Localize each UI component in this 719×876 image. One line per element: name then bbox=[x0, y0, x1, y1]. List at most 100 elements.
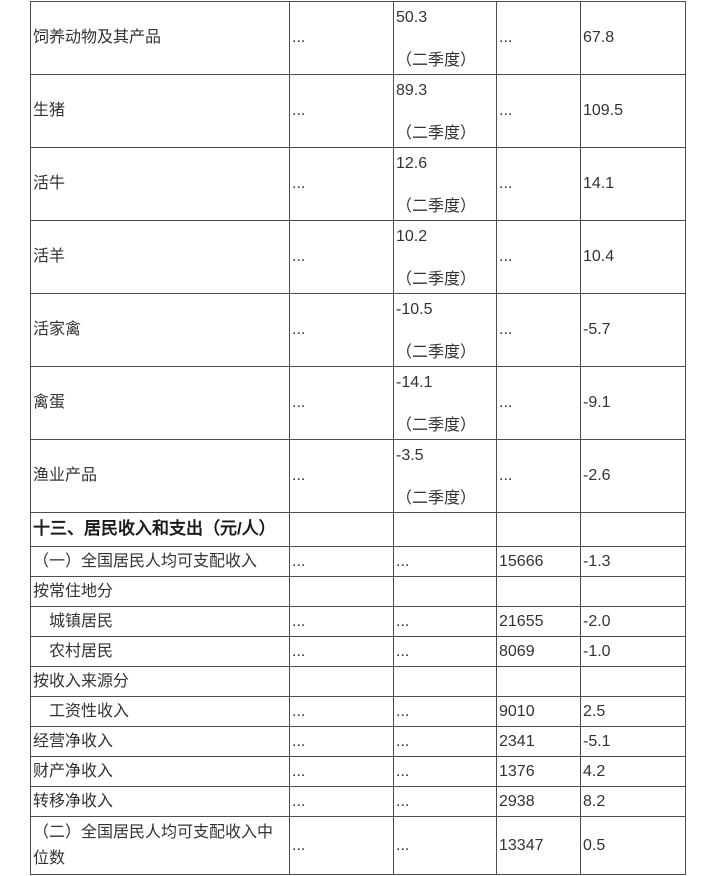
value-cell-col4: ... bbox=[496, 293, 581, 367]
table-row: 活家禽... -10.5 （二季度）... -5.7 bbox=[30, 293, 686, 367]
value-cell-col2: ... bbox=[289, 366, 394, 440]
value-cell-col5: 109.5 bbox=[580, 74, 686, 148]
value-cell-col5: 2.5 bbox=[580, 696, 686, 727]
value-cell-col3: ... bbox=[393, 726, 497, 757]
table-row: 十三、居民收入和支出（元/人） bbox=[30, 512, 686, 547]
quarter-value: 50.3 bbox=[396, 9, 428, 26]
section-title-cell: 十三、居民收入和支出（元/人） bbox=[30, 512, 290, 547]
indicator-label-cell: 转移净收入 bbox=[30, 786, 290, 817]
value-cell-col4: ... bbox=[496, 74, 581, 148]
value-cell-col3: -10.5 （二季度） bbox=[393, 293, 497, 367]
quarter-note: （二季度） bbox=[396, 416, 477, 434]
quarter-note: （二季度） bbox=[396, 124, 477, 142]
value-cell-col2: ... bbox=[289, 606, 394, 637]
quarter-note: （二季度） bbox=[396, 270, 477, 288]
value-cell-col5: -1.3 bbox=[580, 546, 686, 577]
value-cell-col2: ... bbox=[289, 786, 394, 817]
value-cell-col4: ... bbox=[496, 439, 581, 513]
table-row: 工资性收入...... 9010 2.5 bbox=[30, 696, 686, 727]
table-row: 生猪... 89.3 （二季度）... 109.5 bbox=[30, 74, 686, 148]
indicator-label-cell: 活牛 bbox=[30, 147, 290, 221]
quarter-value: -14.1 bbox=[396, 374, 433, 391]
value-cell-col2: ... bbox=[289, 74, 394, 148]
value-cell-col2: ... bbox=[289, 756, 394, 787]
value-cell-col4: 13347 bbox=[496, 816, 581, 875]
value-cell-col5: 8.2 bbox=[580, 786, 686, 817]
table-row: 转移净收入...... 2938 8.2 bbox=[30, 786, 686, 817]
value-cell-col5: 10.4 bbox=[580, 220, 686, 294]
value-cell-col2 bbox=[289, 666, 394, 697]
value-cell-col4: 8069 bbox=[496, 636, 581, 667]
value-cell-col3: ... bbox=[393, 606, 497, 637]
indicator-label-cell: 渔业产品 bbox=[30, 439, 290, 513]
value-cell-col4: 9010 bbox=[496, 696, 581, 727]
quarter-value: -3.5 bbox=[396, 447, 424, 464]
indicator-label-cell: 经营净收入 bbox=[30, 726, 290, 757]
table-row: 农村居民...... 8069 -1.0 bbox=[30, 636, 686, 667]
empty-cell-col4 bbox=[496, 512, 581, 547]
value-cell-col5 bbox=[580, 666, 686, 697]
indicator-label-cell: 按常住地分 bbox=[30, 576, 290, 607]
table-row: 活羊... 10.2 （二季度）... 10.4 bbox=[30, 220, 686, 294]
empty-cell-col3 bbox=[393, 512, 497, 547]
value-cell-col2: ... bbox=[289, 546, 394, 577]
table-row: （一）全国居民人均可支配收入...... 15666 -1.3 bbox=[30, 546, 686, 577]
value-cell-col4 bbox=[496, 576, 581, 607]
value-cell-col4: 2938 bbox=[496, 786, 581, 817]
table-body: 饲养动物及其产品... 50.3 （二季度）... 67.8 生猪... 89.3 （二季度… bbox=[30, 1, 686, 875]
table-row: 按常住地分 bbox=[30, 576, 686, 607]
table-row: 渔业产品... -3.5 （二季度）... -2.6 bbox=[30, 439, 686, 513]
value-cell-col4: 2341 bbox=[496, 726, 581, 757]
value-cell-col2: ... bbox=[289, 439, 394, 513]
indicator-label-cell: 禽蛋 bbox=[30, 366, 290, 440]
value-cell-col3: 89.3 （二季度） bbox=[393, 74, 497, 148]
value-cell-col3: 10.2 （二季度） bbox=[393, 220, 497, 294]
value-cell-col5: 67.8 bbox=[580, 1, 686, 75]
indicator-label-cell: 生猪 bbox=[30, 74, 290, 148]
empty-cell-col2 bbox=[289, 512, 394, 547]
indicator-label-cell: （二）全国居民人均可支配收入中位数 bbox=[30, 816, 290, 875]
value-cell-col2: ... bbox=[289, 220, 394, 294]
value-cell-col3: 50.3 （二季度） bbox=[393, 1, 497, 75]
value-cell-col5: 4.2 bbox=[580, 756, 686, 787]
value-cell-col3: ... bbox=[393, 756, 497, 787]
value-cell-col2: ... bbox=[289, 1, 394, 75]
table-row: 经营净收入...... 2341 -5.1 bbox=[30, 726, 686, 757]
value-cell-col4: 1376 bbox=[496, 756, 581, 787]
value-cell-col3 bbox=[393, 666, 497, 697]
table-row: （二）全国居民人均可支配收入中位数...... 13347 0.5 bbox=[30, 816, 686, 875]
table-row: 按收入来源分 bbox=[30, 666, 686, 697]
indicator-label-cell: 饲养动物及其产品 bbox=[30, 1, 290, 75]
value-cell-col3: ... bbox=[393, 636, 497, 667]
value-cell-col4: 21655 bbox=[496, 606, 581, 637]
value-cell-col3 bbox=[393, 576, 497, 607]
table-row: 城镇居民...... 21655 -2.0 bbox=[30, 606, 686, 637]
value-cell-col5: -2.0 bbox=[580, 606, 686, 637]
value-cell-col4: ... bbox=[496, 366, 581, 440]
value-cell-col5: -5.1 bbox=[580, 726, 686, 757]
indicator-label-cell: 按收入来源分 bbox=[30, 666, 290, 697]
value-cell-col5: -2.6 bbox=[580, 439, 686, 513]
table-row: 禽蛋... -14.1 （二季度）... -9.1 bbox=[30, 366, 686, 440]
quarter-value: 12.6 bbox=[396, 155, 428, 172]
value-cell-col3: ... bbox=[393, 816, 497, 875]
value-cell-col5: -5.7 bbox=[580, 293, 686, 367]
value-cell-col2: ... bbox=[289, 726, 394, 757]
quarter-value: -10.5 bbox=[396, 301, 433, 318]
value-cell-col2: ... bbox=[289, 696, 394, 727]
value-cell-col4: ... bbox=[496, 220, 581, 294]
empty-cell-col5 bbox=[580, 512, 686, 547]
value-cell-col4: ... bbox=[496, 147, 581, 221]
value-cell-col3: ... bbox=[393, 696, 497, 727]
quarter-note: （二季度） bbox=[396, 343, 477, 361]
quarter-note: （二季度） bbox=[396, 197, 477, 215]
value-cell-col4 bbox=[496, 666, 581, 697]
quarter-value: 10.2 bbox=[396, 228, 428, 245]
value-cell-col4: 15666 bbox=[496, 546, 581, 577]
value-cell-col5: -9.1 bbox=[580, 366, 686, 440]
table-row: 饲养动物及其产品... 50.3 （二季度）... 67.8 bbox=[30, 1, 686, 75]
value-cell-col2: ... bbox=[289, 293, 394, 367]
value-cell-col5: 0.5 bbox=[580, 816, 686, 875]
value-cell-col5 bbox=[580, 576, 686, 607]
value-cell-col3: -14.1 （二季度） bbox=[393, 366, 497, 440]
